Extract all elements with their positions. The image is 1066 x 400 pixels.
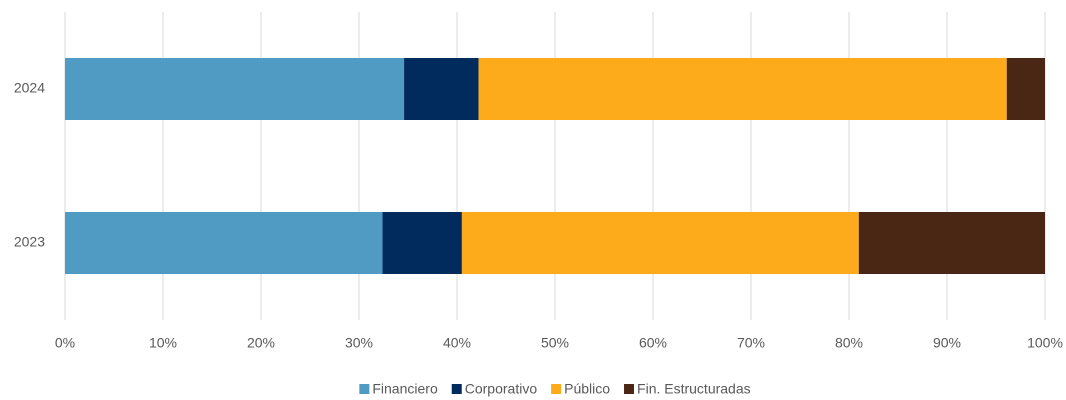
x-tick-label: 80% xyxy=(835,335,863,351)
x-tick-label: 0% xyxy=(55,335,75,351)
x-tick-label: 70% xyxy=(737,335,765,351)
x-tick-label: 60% xyxy=(639,335,667,351)
x-tick-label: 30% xyxy=(345,335,373,351)
legend-label: Corporativo xyxy=(465,381,538,397)
legend-label: Público xyxy=(564,381,610,397)
bar-segment xyxy=(382,212,462,274)
x-tick-label: 100% xyxy=(1027,335,1063,351)
x-tick-label: 50% xyxy=(541,335,569,351)
y-tick-label: 2024 xyxy=(14,80,45,96)
x-tick-label: 90% xyxy=(933,335,961,351)
bar-segment xyxy=(858,212,1045,274)
legend-swatch xyxy=(624,384,635,394)
bar-segment xyxy=(65,212,383,274)
legend-swatch xyxy=(359,384,370,394)
legend-swatch xyxy=(451,384,462,394)
bar-segment xyxy=(461,212,859,274)
y-tick-label: 2023 xyxy=(14,234,45,250)
bar-segment xyxy=(1006,58,1045,120)
bar-segment xyxy=(65,58,405,120)
x-tick-label: 40% xyxy=(443,335,471,351)
x-tick-label: 10% xyxy=(149,335,177,351)
bar-segment xyxy=(404,58,479,120)
legend-swatch xyxy=(551,384,562,394)
legend-label: Fin. Estructuradas xyxy=(637,381,751,397)
bar-segment xyxy=(478,58,1007,120)
x-tick-label: 20% xyxy=(247,335,275,351)
legend-label: Financiero xyxy=(372,381,438,397)
